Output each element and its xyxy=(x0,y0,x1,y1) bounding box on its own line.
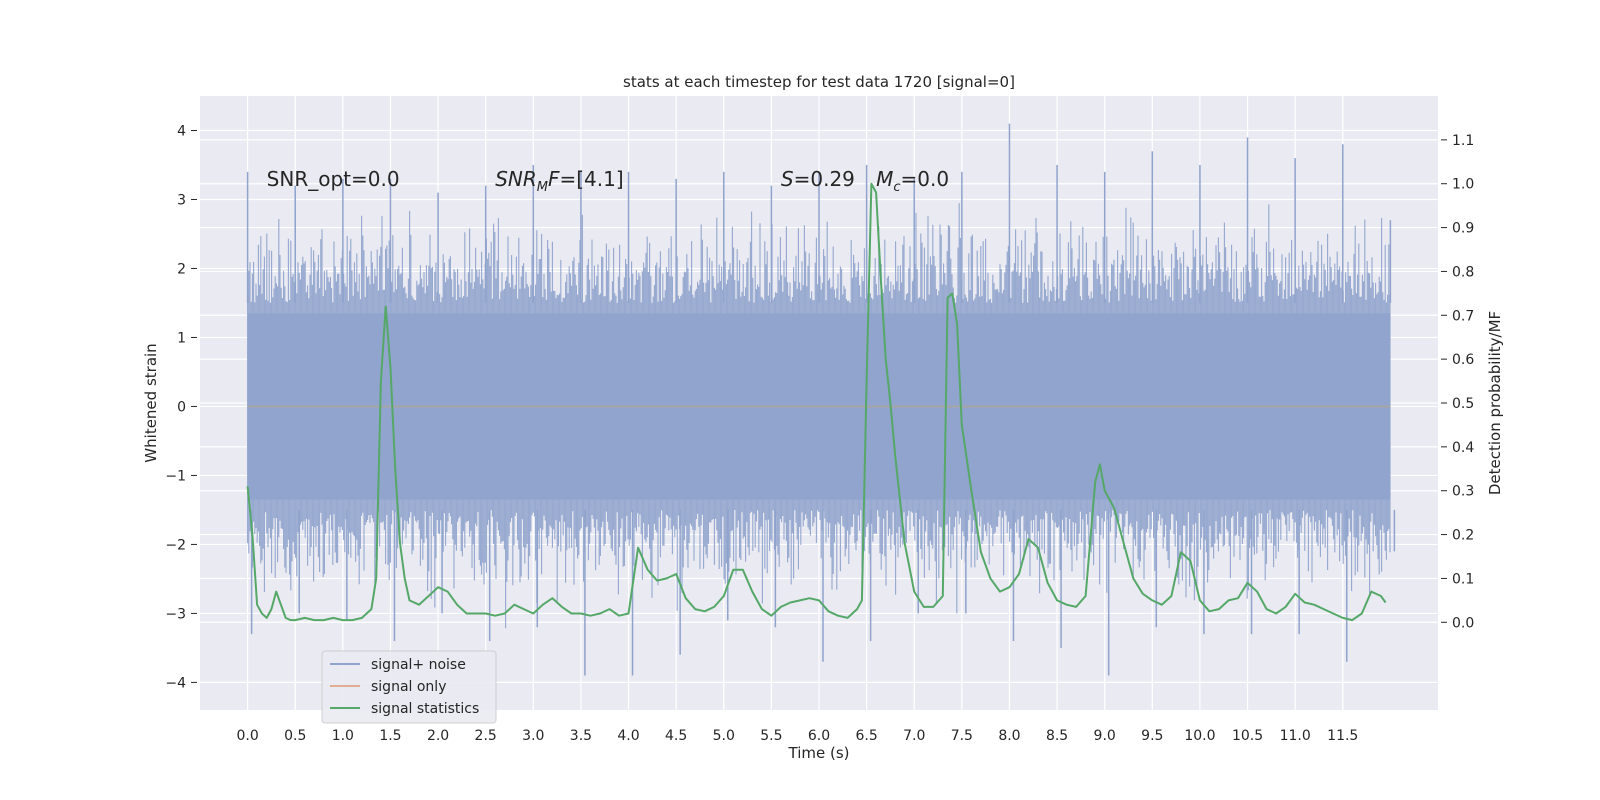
left-y-tick-label: 4 xyxy=(177,123,186,139)
x-axis-label: Time (s) xyxy=(788,744,850,762)
x-tick-label: 3.5 xyxy=(570,728,592,744)
x-tick-label: 9.5 xyxy=(1141,728,1163,744)
left-y-axis-label: Whitened strain xyxy=(142,343,160,462)
chart-title: stats at each timestep for test data 172… xyxy=(623,73,1015,91)
left-y-tick-label: 0 xyxy=(177,399,186,415)
x-tick-label: 11.0 xyxy=(1280,728,1311,744)
x-tick-label: 0.5 xyxy=(284,728,306,744)
right-y-tick-label: 0.2 xyxy=(1452,528,1474,544)
x-tick-label: 8.5 xyxy=(1046,728,1068,744)
signal-statistics-series xyxy=(246,182,1387,622)
right-y-tick-label: 0.5 xyxy=(1452,396,1474,412)
x-tick-label: 5.5 xyxy=(760,728,782,744)
x-tick-label: 10.5 xyxy=(1232,728,1263,744)
left-y-tick-label: −3 xyxy=(165,606,186,622)
right-y-tick-label: 0.7 xyxy=(1452,308,1474,324)
x-tick-label: 6.0 xyxy=(808,728,830,744)
x-tick-label: 7.0 xyxy=(903,728,925,744)
right-y-tick-label: 1.1 xyxy=(1452,133,1474,149)
right-y-tick-label: 0.8 xyxy=(1452,264,1474,280)
legend-label: signal+ noise xyxy=(371,657,466,673)
x-tick-label: 6.5 xyxy=(855,728,877,744)
annotations: SNR_opt=0.0 SNRMF=[4.1] S=0.29 Mc=0.0 xyxy=(267,167,949,195)
left-y-tick-label: 2 xyxy=(177,261,186,277)
x-tick-label: 3.0 xyxy=(522,728,544,744)
x-tick-label: 2.5 xyxy=(475,728,497,744)
left-y-tick-label: −2 xyxy=(165,537,186,553)
x-tick-label: 5.0 xyxy=(713,728,735,744)
right-y-tick-label: 0.0 xyxy=(1452,615,1474,631)
x-tick-label: 7.5 xyxy=(951,728,973,744)
x-tick-label: 0.0 xyxy=(236,728,258,744)
annotation-text: Mc=0.0 xyxy=(876,167,949,195)
legend-box xyxy=(321,650,497,724)
left-y-tick-label: −4 xyxy=(165,675,186,691)
annotation-text: S=0.29 xyxy=(781,167,855,191)
x-tick-label: 10.0 xyxy=(1184,728,1215,744)
left-y-tick-label: −1 xyxy=(165,468,186,484)
right-y-tick-label: 0.9 xyxy=(1452,221,1474,237)
right-y-tick-label: 0.1 xyxy=(1452,571,1474,587)
right-y-tick-label: 0.3 xyxy=(1452,484,1474,500)
x-tick-label: 11.5 xyxy=(1327,728,1358,744)
right-y-tick-label: 1.0 xyxy=(1452,177,1474,193)
right-y-tick-labels: 1.1 1.0 0.9 0.8 0.7 0.6 0.5 0.4 0.3 0.2 0.1 0.0 xyxy=(1441,133,1474,631)
signal-statistics-line xyxy=(246,182,1387,622)
x-tick-label: 8.0 xyxy=(998,728,1020,744)
left-y-tick-label: 1 xyxy=(177,330,186,346)
legend-label: signal statistics xyxy=(371,701,479,717)
right-y-tick-label: 0.4 xyxy=(1452,440,1474,456)
x-tick-labels: 0.0 0.5 1.0 1.5 2.0 2.5 3.0 3.5 4.0 4.5 5.0 5.5 6.0 6… xyxy=(236,728,1358,744)
legend: signal+ noise signal only signal statistic… xyxy=(321,650,497,724)
x-tick-label: 1.0 xyxy=(332,728,354,744)
left-y-tick-labels: 4 3 2 1 0 −1 −2 −3 −4 xyxy=(165,123,197,691)
annotation-text: SNRMF=[4.1] xyxy=(495,167,623,195)
legend-label: signal only xyxy=(371,679,446,695)
left-y-tick-label: 3 xyxy=(177,192,186,208)
x-tick-label: 4.0 xyxy=(617,728,639,744)
x-tick-label: 9.0 xyxy=(1094,728,1116,744)
annotation-text: SNR_opt=0.0 xyxy=(267,167,400,191)
x-tick-label: 2.0 xyxy=(427,728,449,744)
x-tick-label: 1.5 xyxy=(379,728,401,744)
x-tick-label: 4.5 xyxy=(665,728,687,744)
right-y-tick-label: 0.6 xyxy=(1452,352,1474,368)
right-y-axis-label: Detection probability/MF xyxy=(1486,311,1504,495)
